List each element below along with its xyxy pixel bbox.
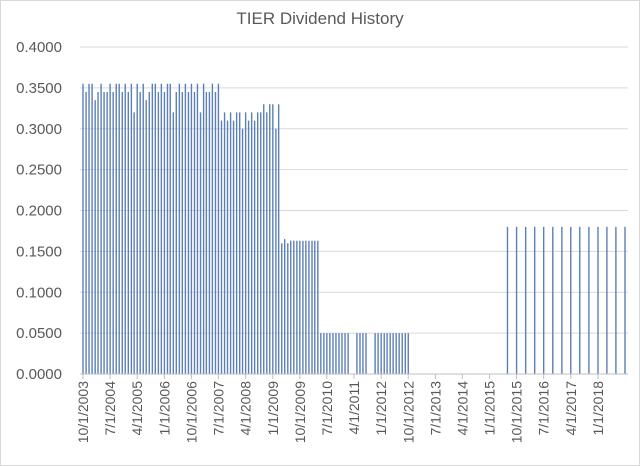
x-tick-label: 7/1/2007 xyxy=(210,381,226,436)
x-tick-label: 10/1/2009 xyxy=(292,381,308,443)
gridlines xyxy=(80,46,628,334)
y-tick-label: 0.2500 xyxy=(16,162,62,179)
y-tick-label: 0.3000 xyxy=(16,121,62,138)
x-tick-label: 10/1/2012 xyxy=(400,381,416,443)
x-tick-label: 1/1/2015 xyxy=(482,381,498,436)
x-tick-label: 1/1/2006 xyxy=(156,381,172,436)
x-tick-label: 10/1/2015 xyxy=(509,381,525,443)
x-axis: 10/1/2003 7/1/2004 4/1/2005 1/1/2006 10/1/20… xyxy=(75,373,628,443)
y-tick-label: 0.4000 xyxy=(16,39,62,56)
x-tick-label: 7/1/2016 xyxy=(536,381,552,436)
x-tick-label: 1/1/2009 xyxy=(265,381,281,436)
y-tick-label: 0.1000 xyxy=(16,284,62,301)
y-tick-label: 0.2000 xyxy=(16,203,62,220)
y-tick-label: 0.0000 xyxy=(16,366,62,383)
x-tick-label: 4/1/2008 xyxy=(238,381,254,436)
x-tick-label: 1/1/2018 xyxy=(590,381,606,436)
x-tick-label: 10/1/2006 xyxy=(183,381,199,443)
x-tick-label: 1/1/2012 xyxy=(373,381,389,436)
y-tick-label: 0.0500 xyxy=(16,325,62,342)
y-tick-label: 0.1500 xyxy=(16,243,62,260)
x-tick-label: 4/1/2005 xyxy=(129,381,145,436)
x-tick-label: 7/1/2013 xyxy=(427,381,443,436)
y-tick-label: 0.3500 xyxy=(16,80,62,97)
y-axis: 0.0000 0.0500 0.1000 0.1500 0.2000 0.2500 0.30… xyxy=(16,39,62,383)
x-tick-label: 4/1/2017 xyxy=(563,381,579,436)
x-tick-label: 7/1/2010 xyxy=(319,381,335,436)
x-tick-label: 4/1/2011 xyxy=(346,381,362,435)
x-tick-label: 7/1/2004 xyxy=(102,381,118,436)
x-tick-label: 4/1/2014 xyxy=(454,381,470,436)
chart-title: TIER Dividend History xyxy=(236,9,404,28)
x-tick-label: 10/1/2003 xyxy=(75,381,91,443)
bar-series xyxy=(82,83,626,374)
